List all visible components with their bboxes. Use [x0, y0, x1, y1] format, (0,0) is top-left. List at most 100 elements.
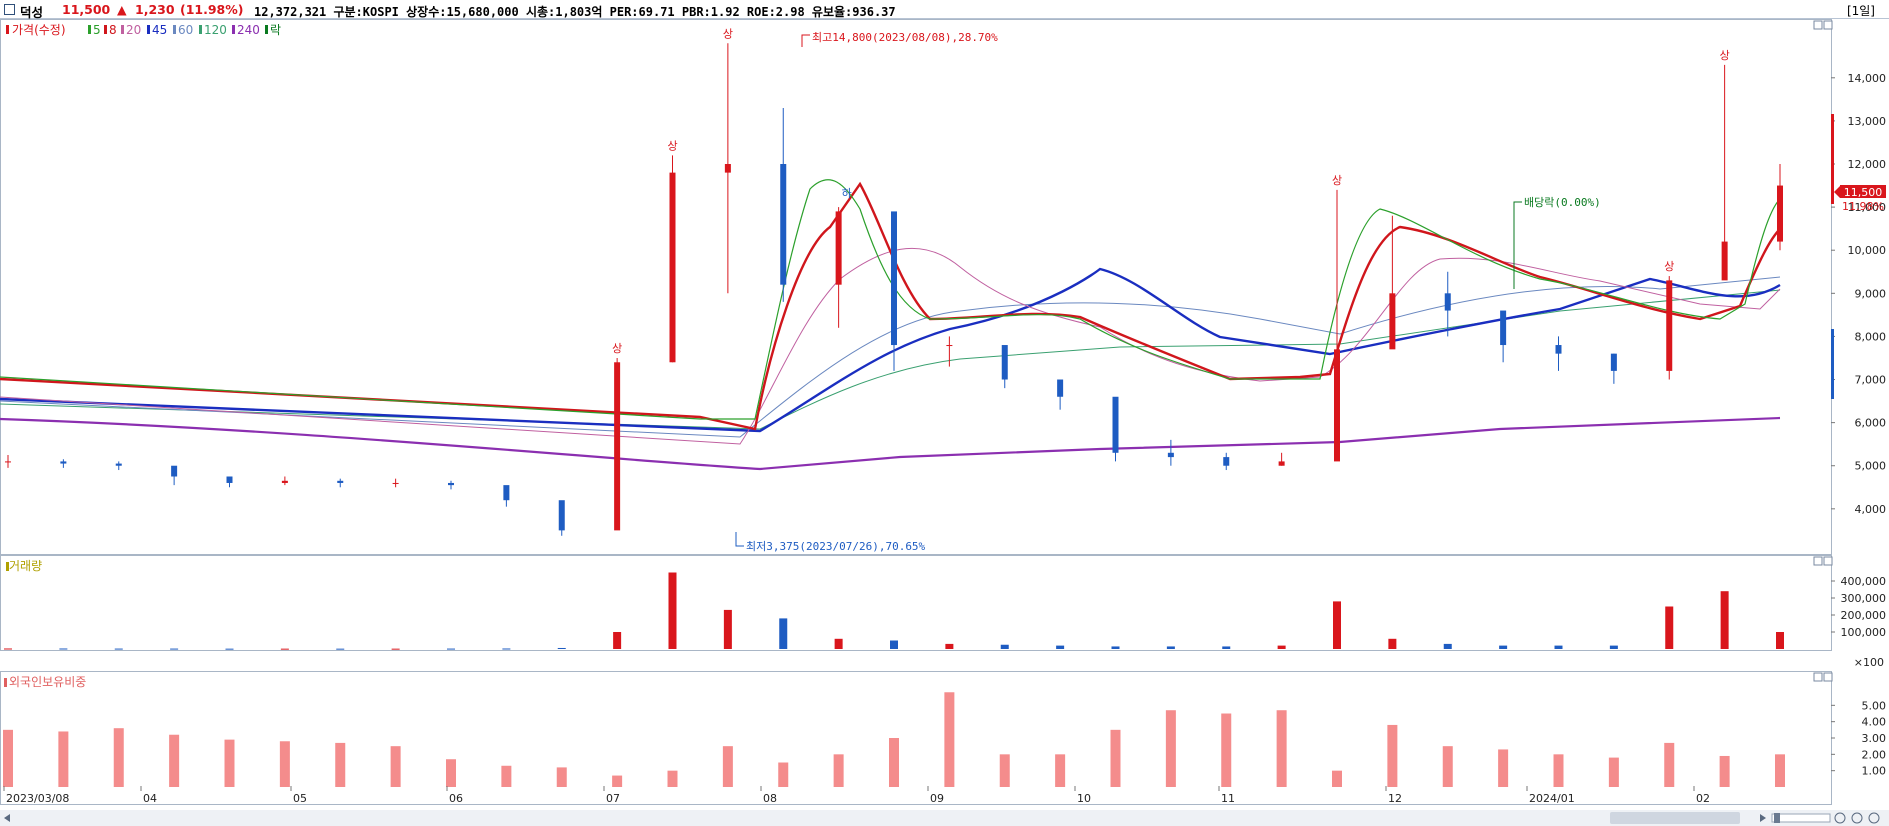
- volume-bar: [1277, 645, 1286, 649]
- foreign-ratio-bar: [501, 765, 512, 787]
- x-tick-label: 08: [763, 792, 777, 805]
- zoom-reset-icon[interactable]: [1868, 812, 1880, 824]
- foreign-tick-label: 5.00: [1862, 699, 1887, 712]
- candle-body: [1278, 461, 1285, 466]
- legend-ma60: 60: [178, 23, 193, 37]
- foreign-ratio-bar: [1276, 710, 1287, 787]
- volume-bar: [723, 609, 732, 649]
- candle-body: [724, 164, 731, 173]
- foreign-ratio-bar: [1553, 754, 1564, 787]
- candle-body: [503, 485, 510, 501]
- price-tick-label: 6,000: [1855, 417, 1887, 430]
- volume-bar: [834, 638, 843, 649]
- candle-body: [1001, 345, 1008, 380]
- volume-bar: [280, 648, 289, 650]
- foreign-ratio-bar: [3, 729, 13, 787]
- price-change-pct: (11.98%): [180, 2, 244, 17]
- candle-body: [1610, 353, 1617, 371]
- current-pct-tag-text: 11.98%: [1842, 200, 1884, 213]
- volume-bar: [59, 648, 68, 650]
- zoom-in-icon[interactable]: [1851, 812, 1863, 824]
- volume-bar: [391, 648, 400, 650]
- scroll-thumb[interactable]: [1610, 812, 1740, 824]
- foreign-ratio-bar: [1775, 754, 1785, 787]
- ma120-line: [0, 289, 1781, 430]
- x-tick-label: 12: [1388, 792, 1402, 805]
- candle-body: [1444, 293, 1451, 311]
- foreign-ratio-bar: [556, 767, 567, 787]
- foreign-tick-label: 3.00: [1862, 732, 1887, 745]
- price-tick-label: 9,000: [1855, 287, 1887, 300]
- price-tick-label: 10,000: [1848, 244, 1887, 257]
- price-y-axis: 4,000 5,000 6,000 7,000 8,000 9,000 10,000 11,0…: [1831, 72, 1886, 516]
- candlestick-series: [5, 43, 1783, 536]
- volume-bar: [1222, 646, 1231, 649]
- legend-ma120: 120: [204, 23, 227, 37]
- price-tick-label: 5,000: [1855, 460, 1887, 473]
- price-panel-buttons[interactable]: [1813, 20, 1833, 30]
- scroll-left-icon[interactable]: [4, 814, 10, 822]
- volume-bar: [557, 647, 566, 649]
- foreign-legend-swatch: [4, 678, 7, 687]
- stock-name: 덕성: [20, 5, 44, 20]
- volume-bar: [1554, 645, 1563, 649]
- stock-stats: 12,372,321 구분:KOSPI 상장수:15,680,000 시총:1,…: [254, 5, 896, 19]
- volume-legend-swatch: [6, 562, 9, 571]
- candle-body: [891, 211, 897, 346]
- zoom-slider-handle[interactable]: [1774, 813, 1780, 823]
- dividend-annotation-text: 배당락(0.00%): [1524, 196, 1601, 209]
- foreign-ratio-bar: [169, 734, 180, 787]
- foreign-ratio-bar: [1055, 754, 1066, 787]
- volume-bar: [668, 572, 677, 649]
- x-axis: 2023/03/08 04 05 06 07 08 09 10 11 12 2024/01 02: [3, 786, 1710, 805]
- price-tick-label: 8,000: [1855, 330, 1887, 343]
- zoom-slider[interactable]: [1771, 813, 1831, 823]
- price-tick-label: 14,000: [1848, 72, 1887, 85]
- volume-panel-buttons[interactable]: [1813, 556, 1833, 566]
- foreign-ratio-bar: [778, 762, 789, 787]
- legend-ma45: 45: [152, 23, 167, 37]
- limit-up-mark: 상: [1720, 49, 1730, 62]
- foreign-panel-buttons[interactable]: [1813, 672, 1833, 682]
- candle-body: [226, 476, 233, 483]
- price-tick-label: 11,000: [1848, 201, 1887, 214]
- ma240-line: [0, 416, 1781, 471]
- foreign-ratio-bar: [224, 739, 235, 787]
- moving-average-lines: [0, 179, 1781, 471]
- candle-body: [115, 463, 122, 466]
- zoom-out-icon[interactable]: [1834, 812, 1846, 824]
- candle-body: [1334, 349, 1340, 462]
- stock-chart[interactable]: 가격(수정) 5 8 20 45 60 120 240 락 거래량 외국인보유비…: [0, 19, 1889, 826]
- foreign-tick-label: 1.00: [1862, 765, 1887, 778]
- limit-up-mark: 상: [1664, 260, 1674, 273]
- volume-bar: [1443, 643, 1452, 649]
- candle-body: [281, 480, 288, 483]
- foreign-ratio-bar: [446, 759, 456, 787]
- volume-bar: [447, 648, 455, 650]
- candle-body: [614, 362, 621, 531]
- bottom-scrollbar[interactable]: [0, 810, 1889, 826]
- high-annotation-text: 최고14,800(2023/08/08),28.70%: [812, 31, 998, 44]
- period-selector[interactable]: [1일]: [1846, 4, 1875, 18]
- volume-y-axis: 100,000 200,000 300,000 400,000 ×100: [1831, 575, 1886, 669]
- dividend-annotation: 배당락(0.00%): [1513, 196, 1601, 289]
- volume-bar: [779, 618, 788, 649]
- candle-body: [1777, 185, 1783, 242]
- limit-up-mark: 상: [1332, 174, 1342, 187]
- change-up-icon: ▲: [117, 2, 127, 17]
- candle-body: [448, 482, 454, 486]
- x-tick-label: 05: [293, 792, 307, 805]
- candle-body: [1500, 310, 1507, 346]
- limit-up-mark: 상: [723, 27, 733, 40]
- candle-body: [1112, 396, 1119, 453]
- volume-tick-label: 200,000: [1841, 609, 1887, 622]
- volume-bar: [1333, 601, 1341, 649]
- price-tick-label: 12,000: [1848, 158, 1887, 171]
- current-price-tag-text: 11,500: [1844, 186, 1883, 199]
- foreign-ratio-bar: [1387, 724, 1398, 787]
- scroll-right-icon[interactable]: [1760, 814, 1766, 822]
- candle-body: [946, 345, 953, 347]
- foreign-ratio-bar: [279, 741, 290, 787]
- window-menu-icon[interactable]: [4, 4, 15, 15]
- foreign-ratio-bar: [612, 775, 623, 787]
